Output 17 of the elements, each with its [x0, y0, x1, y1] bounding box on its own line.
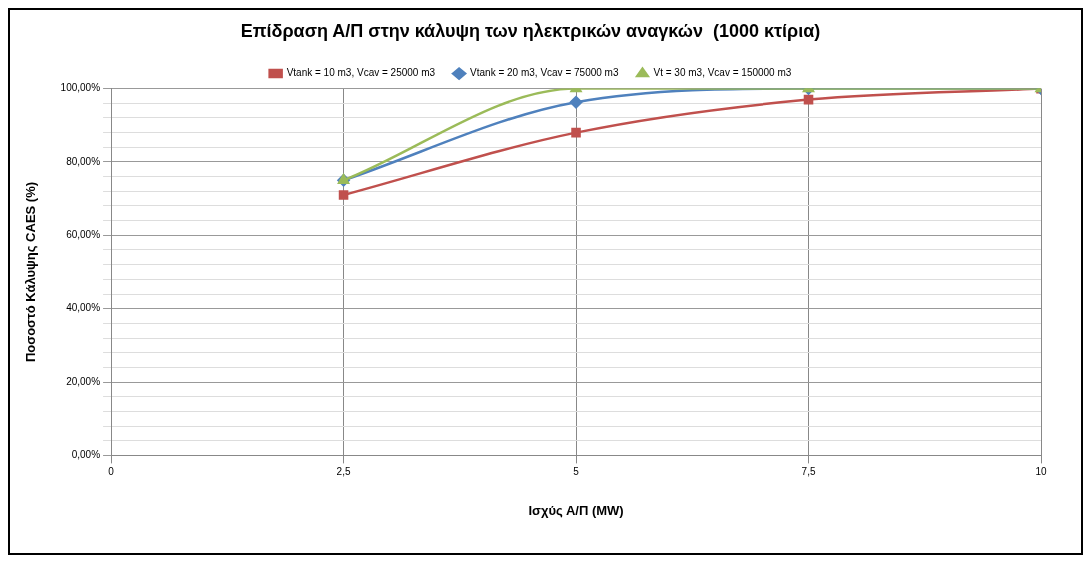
- y-tick-label: 0,00%: [71, 449, 101, 461]
- x-tick-label: 10: [1035, 466, 1047, 478]
- x-tick-label: 7,5: [801, 466, 816, 478]
- x-tick-label: 0: [108, 466, 115, 478]
- legend-label: Vt = 30 m3, Vcav = 150000 m3: [653, 67, 792, 79]
- x-tick-label: 2,5: [336, 466, 351, 478]
- y-tick-label: 20,00%: [66, 375, 101, 387]
- y-tick-label: 80,00%: [66, 155, 101, 167]
- y-tick-label: 40,00%: [66, 302, 101, 314]
- legend-label: Vtank = 10 m3, Vcav = 25000 m3: [286, 67, 436, 79]
- x-axis-title: Ισχύς Α/Π (MW): [528, 502, 624, 518]
- x-tick-label: 5: [573, 466, 580, 478]
- y-tick-label: 100,00%: [60, 82, 101, 94]
- y-tick-label: 60,00%: [66, 229, 101, 241]
- legend-label: Vtank = 20 m3, Vcav = 75000 m3: [470, 67, 619, 79]
- y-axis-title: Ποσοστό Κάλυψης CAES (%): [23, 181, 39, 363]
- chart-title: Επίδραση Α/Π στην κάλυψη των ηλεκτρικών αναγκών (1000 κτίρια): [240, 20, 821, 41]
